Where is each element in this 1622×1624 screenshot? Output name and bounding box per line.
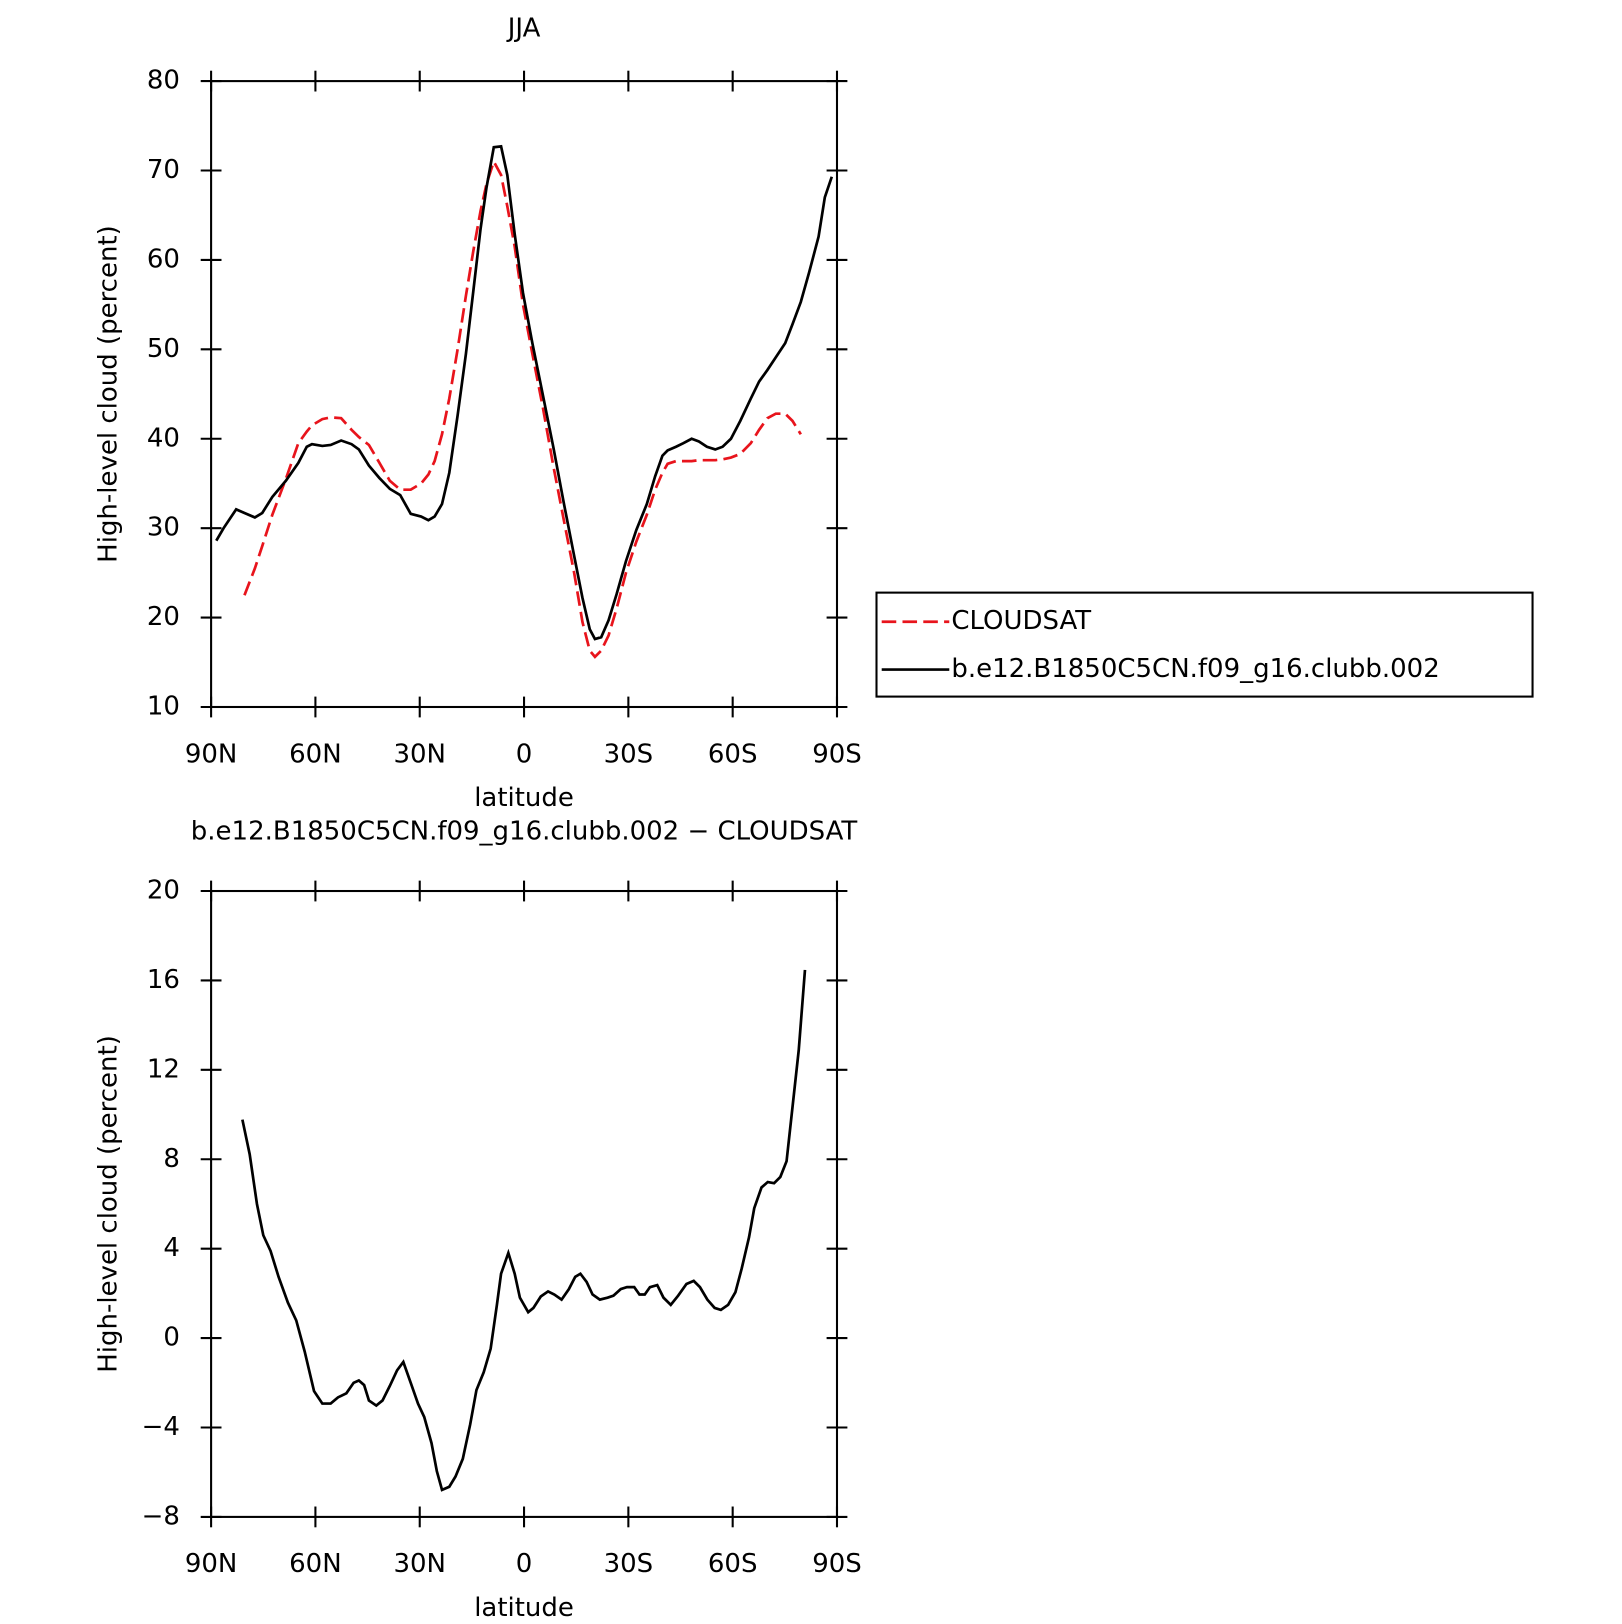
y-axis-label: High-level cloud (percent) (94, 1035, 124, 1373)
x-tick-label: 90S (812, 739, 862, 769)
y-tick-label: 20 (147, 876, 180, 906)
x-tick-label: 30N (393, 1549, 446, 1579)
y-tick-label: 60 (147, 244, 180, 274)
x-tick-label: 90N (185, 739, 238, 769)
x-tick-label: 0 (516, 1549, 533, 1579)
legend-label: b.e12.B1850C5CN.f09_g16.clubb.002 (951, 654, 1439, 684)
y-tick-label: −4 (142, 1412, 180, 1442)
y-tick-label: 80 (147, 66, 180, 96)
y-tick-label: 8 (163, 1144, 180, 1174)
y-tick-label: −8 (142, 1501, 180, 1531)
y-tick-label: 50 (147, 334, 180, 364)
y-tick-label: 30 (147, 513, 180, 543)
plot-frame (210, 889, 839, 1518)
chart-title: JJA (506, 14, 541, 44)
legend-label: CLOUDSAT (951, 606, 1091, 636)
x-tick-label: 60N (289, 739, 342, 769)
x-tick-label: 30N (393, 739, 446, 769)
x-tick-label: 60S (708, 739, 758, 769)
y-tick-label: 16 (147, 965, 180, 995)
x-tick-label: 60S (708, 1549, 758, 1579)
y-tick-label: 0 (163, 1323, 180, 1353)
x-axis-label: latitude (474, 1593, 574, 1623)
x-tick-label: 30S (604, 739, 654, 769)
chart-title: b.e12.B1850C5CN.f09_g16.clubb.002 − CLOU… (191, 816, 858, 846)
y-axis-label: High-level cloud (percent) (94, 225, 124, 563)
y-tick-label: 70 (147, 155, 180, 185)
x-tick-label: 0 (516, 739, 533, 769)
data-line (243, 158, 802, 659)
plot-frame (210, 80, 839, 709)
data-line (215, 144, 834, 641)
data-line (241, 969, 807, 1492)
legend-box (875, 591, 1534, 698)
y-tick-label: 10 (147, 691, 180, 721)
x-axis-label: latitude (474, 783, 574, 813)
y-tick-label: 4 (163, 1233, 180, 1263)
y-tick-label: 12 (147, 1054, 180, 1084)
x-tick-label: 30S (604, 1549, 654, 1579)
y-tick-label: 40 (147, 423, 180, 453)
x-tick-label: 90S (812, 1549, 862, 1579)
x-tick-label: 90N (185, 1549, 238, 1579)
x-tick-label: 60N (289, 1549, 342, 1579)
y-tick-label: 20 (147, 602, 180, 632)
